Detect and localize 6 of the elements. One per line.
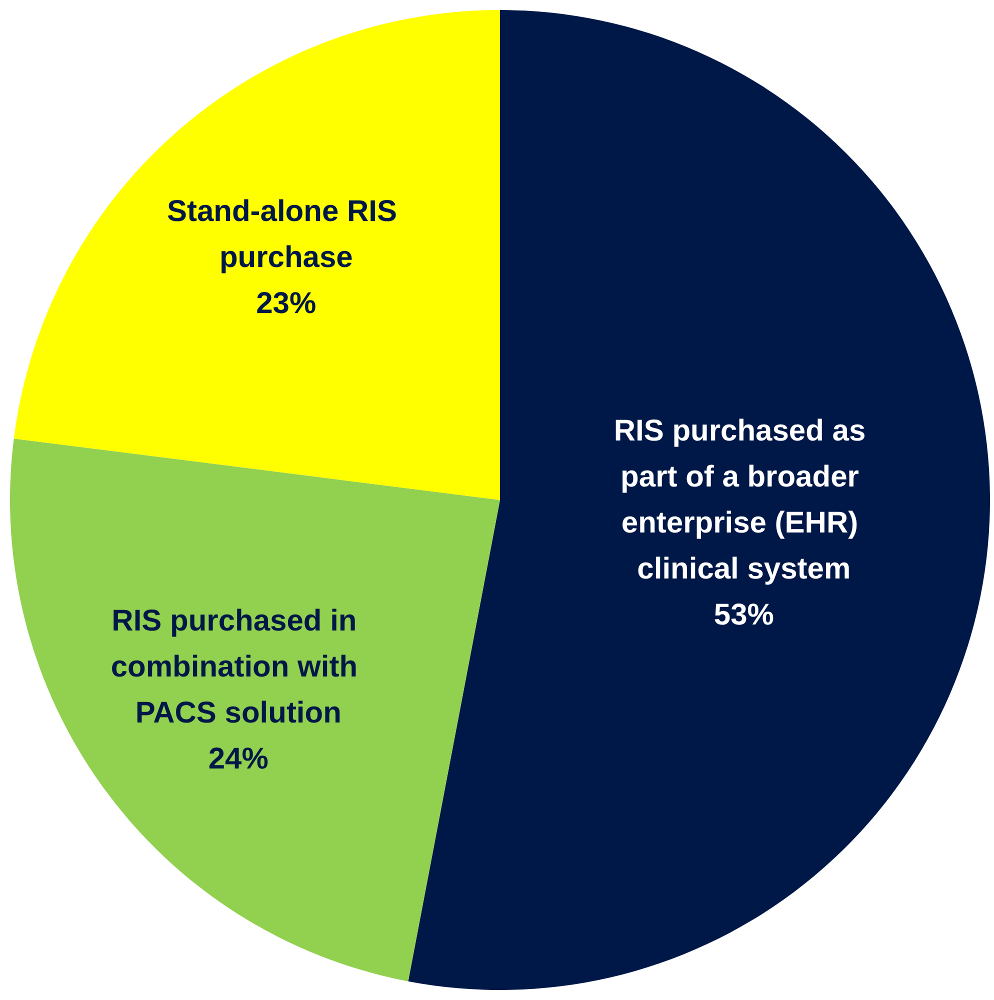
data-label: 23% <box>256 286 316 320</box>
slice-label: RIS purchased in combination with PACS solution <box>110 604 366 730</box>
data-label: 24% <box>208 742 268 776</box>
slice-label: Stand-alone RIS purchase <box>166 194 406 274</box>
slice-label: RIS purchased as part of a broader enterprise (EHR) clinical system <box>614 414 874 586</box>
data-label: 53% <box>714 598 774 632</box>
